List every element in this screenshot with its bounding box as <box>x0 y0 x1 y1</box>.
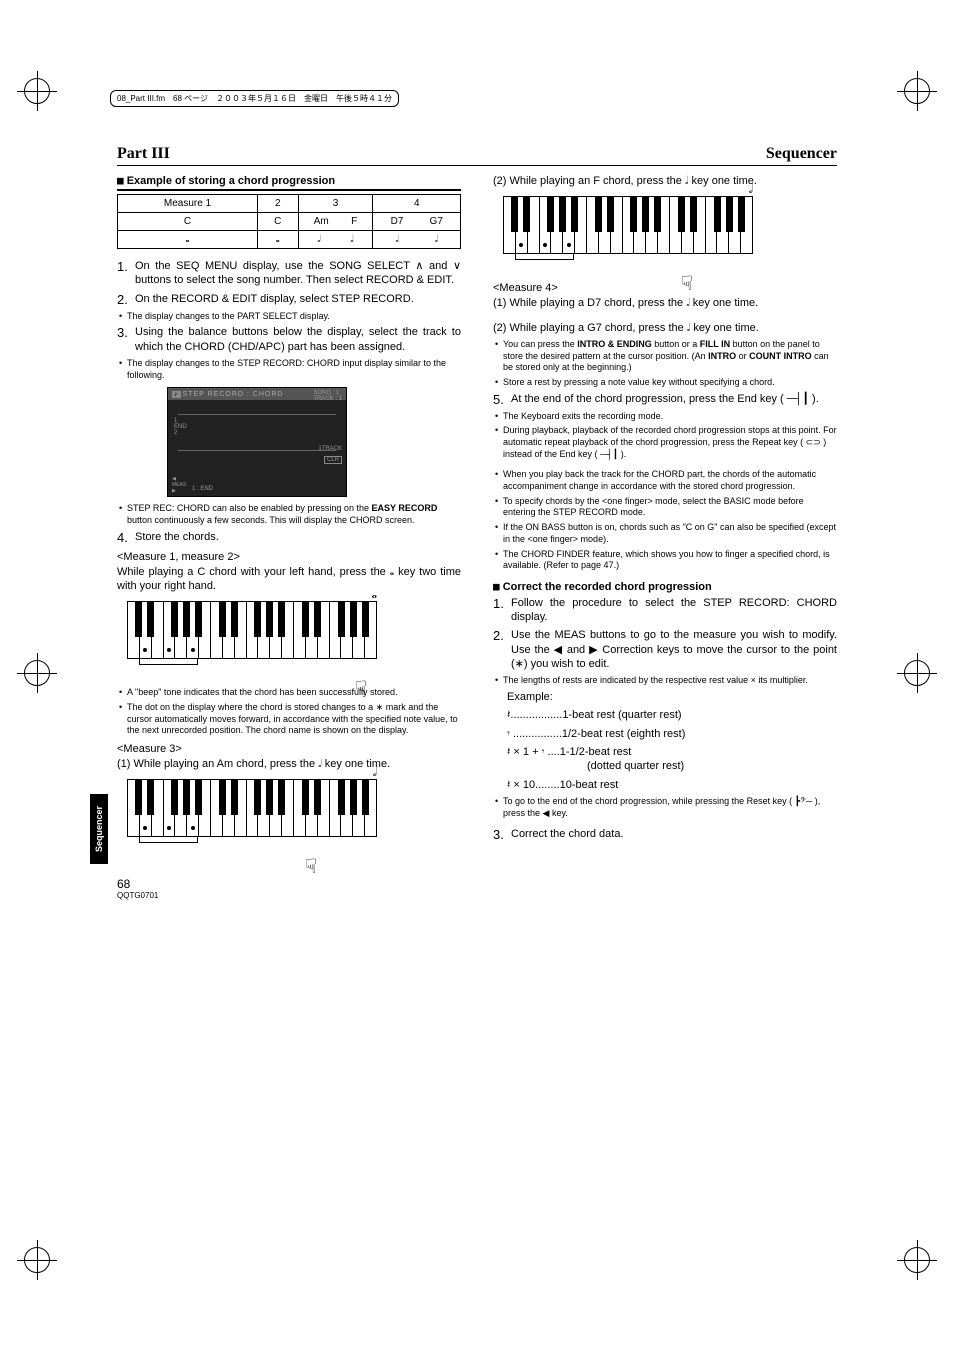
header-part: Part III <box>117 145 170 163</box>
step-1: 1. On the SEQ MENU display, use the SONG… <box>117 259 461 288</box>
cell-note: 𝅗𝅥𝅗𝅥 <box>298 231 373 249</box>
example-line: 𝄽 × 10........10-beat rest <box>507 778 837 792</box>
correct-step-1: 1. Follow the procedure to select the ST… <box>493 596 837 625</box>
bullet-text: STEP REC: CHORD can also be enabled by p… <box>117 503 461 526</box>
display-title: STEP RECORD : CHORD <box>183 391 284 398</box>
f-chord-text: (2) While playing an F chord, press the … <box>493 174 837 188</box>
measure-3-1: (1) While playing an Am chord, press the… <box>117 757 461 771</box>
cell-measure-4: 4 <box>373 195 461 213</box>
bullet-text: To specify chords by the <one finger> mo… <box>493 496 837 519</box>
cell-note: 𝅗𝅥𝅗𝅥 <box>373 231 461 249</box>
step-3-text: Using the balance buttons below the disp… <box>135 325 461 354</box>
measure-1-2-body: While playing a C chord with your left h… <box>117 565 461 594</box>
correct-step-1-text: Follow the procedure to select the STEP … <box>511 596 837 625</box>
section-title-correct: ■ Correct the recorded chord progression <box>493 580 837 593</box>
correct-step-2-text: Use the MEAS buttons to go to the measur… <box>511 628 837 671</box>
step-2-text: On the RECORD & EDIT display, select STE… <box>135 292 461 307</box>
example-line: 𝄽 × 1 + 𝄾 ....1-1/2-beat rest <box>507 745 837 759</box>
piano-diagram-3: 𝅗𝅥 ☟ <box>503 196 753 274</box>
step-4: 4. Store the chords. <box>117 530 461 545</box>
bullet-text: To go to the end of the chord progressio… <box>493 796 837 819</box>
bullet-text: The CHORD FINDER feature, which shows yo… <box>493 549 837 572</box>
measure-4-1: (1) While playing a D7 chord, press the … <box>493 296 837 310</box>
table-row: 𝅝 𝅝 𝅗𝅥𝅗𝅥 𝅗𝅥𝅗𝅥 <box>118 231 461 249</box>
step-4-text: Store the chords. <box>135 530 461 545</box>
bullet-text: When you play back the track for the CHO… <box>493 469 837 492</box>
table-row: C C AmF D7G7 <box>118 213 461 231</box>
cell-chord: D7G7 <box>373 213 461 231</box>
section-title-text: Example of storing a chord progression <box>127 175 335 187</box>
cell-measure-3: 3 <box>298 195 373 213</box>
cell-measure-1: Measure 1 <box>118 195 258 213</box>
measure-1-2-head: <Measure 1, measure 2> <box>117 551 461 563</box>
section-title-example: ■ Example of storing a chord progression <box>117 174 461 191</box>
piano-diagram-2: 𝅗𝅥 ☟ <box>127 779 377 857</box>
step-1-text: On the SEQ MENU display, use the SONG SE… <box>135 259 461 288</box>
measure-4-head: <Measure 4> <box>493 282 837 294</box>
example-line: 𝄽.................1-beat rest (quarter r… <box>507 708 837 722</box>
measure-4-2: (2) While playing a G7 chord, press the … <box>493 321 837 335</box>
right-column: (2) While playing an F chord, press the … <box>493 174 837 865</box>
page-footer: 68 QQTG0701 <box>117 877 837 900</box>
example-line: (dotted quarter rest) <box>507 759 837 773</box>
cell-note: 𝅝 <box>118 231 258 249</box>
page-header: Part III Sequencer <box>117 145 837 166</box>
table-row: Measure 1 2 3 4 <box>118 195 461 213</box>
cell-chord: C <box>258 213 298 231</box>
measure-3-head: <Measure 3> <box>117 743 461 755</box>
cell-note: 𝅝 <box>258 231 298 249</box>
step-3: 3. Using the balance buttons below the d… <box>117 325 461 354</box>
cell-chord: AmF <box>298 213 373 231</box>
chord-progression-table: Measure 1 2 3 4 C C AmF D7G7 𝅝 𝅝 𝅗𝅥𝅗𝅥 𝅗𝅥… <box>117 194 461 249</box>
bullet-text: The lengths of rests are indicated by th… <box>493 675 837 687</box>
step-5: 5. At the end of the chord progression, … <box>493 392 837 407</box>
bullet-text: The display changes to the STEP RECORD: … <box>117 358 461 381</box>
bullet-text: A "beep" tone indicates that the chord h… <box>117 687 461 699</box>
example-line: 𝄾 ................1/2-beat rest (eighth … <box>507 727 837 741</box>
step-5-text: At the end of the chord progression, pre… <box>511 392 837 407</box>
correct-title-text: Correct the recorded chord progression <box>503 581 712 593</box>
cell-chord: C <box>118 213 258 231</box>
cell-measure-2: 2 <box>258 195 298 213</box>
header-section: Sequencer <box>766 145 837 163</box>
piano-diagram-1: 𝅝 ☟ <box>127 601 377 679</box>
bullet-text: Store a rest by pressing a note value ke… <box>493 377 837 389</box>
bullet-text: The display changes to the PART SELECT d… <box>117 311 461 323</box>
print-slug: 08_Part III.fm 68 ページ ２００３年５月１６日 金曜日 午後５… <box>110 90 399 107</box>
side-tab-sequencer: Sequencer <box>90 794 108 864</box>
left-column: ■ Example of storing a chord progression… <box>117 174 461 865</box>
page-number: 68 <box>117 877 837 891</box>
correct-step-2: 2. Use the MEAS buttons to go to the mea… <box>493 628 837 671</box>
correct-step-3: 3. Correct the chord data. <box>493 827 837 842</box>
step-2: 2. On the RECORD & EDIT display, select … <box>117 292 461 307</box>
example-head: Example: <box>507 690 837 704</box>
correct-step-3-text: Correct the chord data. <box>511 827 837 842</box>
bullet-text: The dot on the display where the chord i… <box>117 702 461 737</box>
bullet-text: The Keyboard exits the recording mode. <box>493 411 837 423</box>
bullet-text: You can press the INTRO & ENDING button … <box>493 339 837 374</box>
page-content: Part III Sequencer ■ Example of storing … <box>117 0 837 900</box>
bullet-text: If the ON BASS button is on, chords such… <box>493 522 837 545</box>
doc-code: QQTG0701 <box>117 891 158 900</box>
lcd-display-mock: ♪STEP RECORD : CHORD SONG : 1TRACK : 1 1… <box>167 387 347 497</box>
bullet-text: During playback, playback of the recorde… <box>493 425 837 460</box>
